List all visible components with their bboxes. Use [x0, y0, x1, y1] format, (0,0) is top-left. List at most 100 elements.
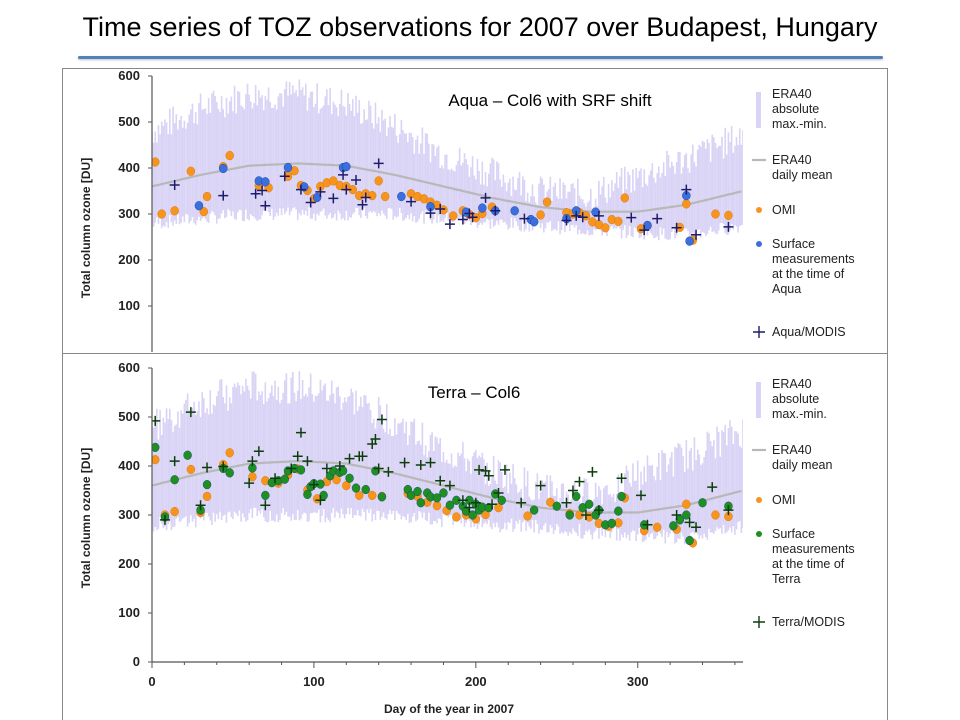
y-tick-label: 500: [118, 409, 140, 424]
modis-point: [480, 192, 491, 203]
panel-divider: [63, 353, 887, 354]
y-tick-label: 200: [118, 252, 140, 267]
surface-point: [572, 491, 581, 501]
legend-text: Aqua: [772, 282, 801, 296]
modis-point: [328, 193, 339, 204]
surface-point: [413, 486, 422, 497]
omi-point: [202, 491, 212, 501]
surface-point: [361, 484, 370, 495]
modis-point: [305, 197, 316, 208]
legend-text: Terra/MODIS: [772, 615, 845, 629]
modis-point: [493, 487, 504, 498]
legend-text: max.-min.: [772, 407, 827, 421]
modis-point: [338, 169, 349, 180]
legend-text: ERA40: [772, 443, 812, 457]
modis-point: [671, 510, 682, 520]
y-tick-label: 300: [118, 206, 140, 221]
panel-label: Aqua – Col6 with SRF shift: [448, 91, 651, 110]
modis-point: [642, 519, 653, 530]
modis-point: [467, 212, 478, 223]
legend-text: Aqua/MODIS: [772, 325, 846, 339]
legend-era40-band-swatch: [756, 382, 761, 418]
modis-point: [425, 457, 436, 468]
y-tick-label: 600: [118, 360, 140, 375]
modis-point: [457, 214, 468, 225]
surface-point: [202, 480, 212, 490]
modis-point: [185, 407, 196, 418]
omi-point: [448, 211, 458, 221]
figure-frame: [62, 68, 888, 720]
omi-point: [724, 210, 733, 220]
legend-text: Terra: [772, 572, 801, 586]
omi-point: [152, 157, 160, 167]
modis-point: [253, 446, 264, 457]
surface-point: [491, 489, 500, 499]
omi-point: [355, 490, 364, 501]
modis-point: [357, 199, 368, 210]
legend-modis-swatch: [753, 326, 765, 338]
surface-point: [468, 510, 477, 520]
modis-point: [691, 229, 702, 240]
era40-daily-mean-line: [152, 162, 742, 213]
surface-point: [439, 488, 448, 498]
y-tick-label: 200: [118, 556, 140, 571]
legend-text: absolute: [772, 392, 819, 406]
modis-point: [360, 192, 371, 203]
modis-point: [490, 205, 501, 216]
omi-point: [157, 209, 166, 219]
plot-area: [152, 79, 743, 246]
legend-text: measurements: [772, 542, 855, 556]
legend-text: daily mean: [772, 168, 832, 182]
modis-point: [487, 499, 498, 510]
omi-point: [682, 199, 691, 209]
modis-point: [260, 500, 271, 511]
surface-point: [261, 177, 270, 187]
omi-point: [581, 211, 591, 221]
modis-point: [684, 517, 695, 528]
modis-point: [169, 180, 180, 191]
surface-point: [484, 503, 493, 513]
modis-point: [593, 505, 604, 516]
slide-title: Time series of TOZ observations for 2007…: [82, 12, 878, 42]
omi-point: [523, 511, 532, 521]
y-tick-label: 300: [118, 507, 140, 522]
surface-point: [170, 475, 179, 485]
modis-point: [474, 464, 485, 475]
surface-point: [342, 162, 351, 172]
chart-panel-0: 100 200 300 400 500 600 Total column ozone [DU…: [79, 68, 855, 352]
modis-point: [260, 200, 271, 211]
modis-point: [286, 463, 297, 474]
surface-point: [225, 468, 234, 478]
modis-point: [370, 434, 381, 445]
modis-point: [580, 510, 591, 520]
modis-point: [218, 461, 229, 472]
omi-point: [329, 176, 338, 186]
omi-point: [439, 205, 448, 215]
legend-text: OMI: [772, 203, 796, 217]
surface-point: [296, 465, 306, 475]
modis-point: [707, 482, 718, 493]
modis-point: [270, 473, 281, 484]
modis-point: [681, 184, 692, 195]
modis-point: [218, 190, 229, 201]
modis-point: [357, 451, 368, 462]
modis-point: [195, 500, 206, 511]
panel-label: Terra – Col6: [428, 383, 521, 402]
surface-point: [565, 510, 574, 520]
surface-point: [461, 506, 471, 516]
omi-point: [170, 506, 179, 517]
modis-point: [499, 464, 510, 475]
legend-text: measurements: [772, 252, 855, 266]
x-tick-label: 200: [465, 674, 487, 689]
surface-point: [283, 162, 293, 173]
omi-point: [225, 448, 234, 458]
modis-point: [723, 221, 734, 232]
surface-point: [617, 491, 626, 501]
y-axis-label: Total column ozone [DU]: [79, 448, 93, 588]
omi-point: [368, 191, 377, 201]
legend-text: Surface: [772, 527, 815, 541]
legend-era40-band-swatch: [756, 92, 761, 128]
surface-point: [432, 493, 442, 503]
surface-point: [478, 203, 487, 213]
